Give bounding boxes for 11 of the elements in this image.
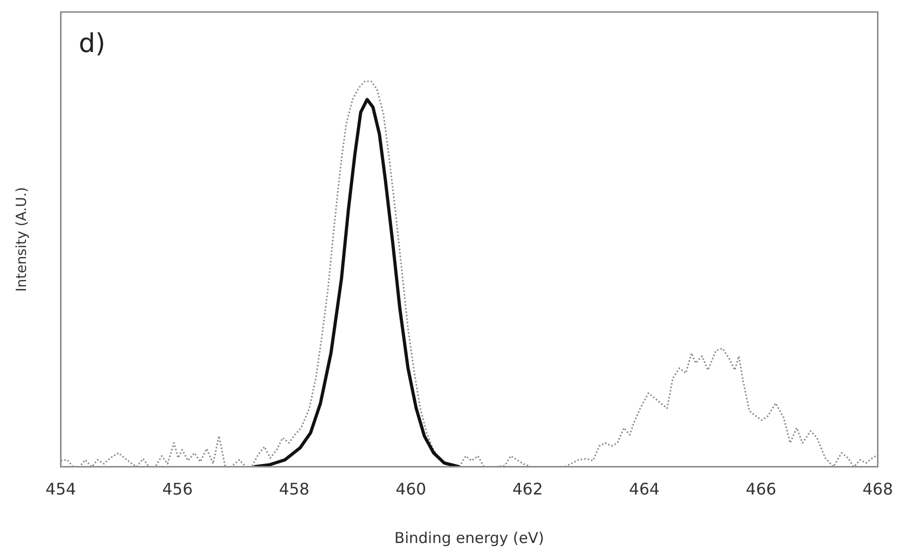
- x-tick-label: 454: [46, 480, 76, 499]
- text: d): [78, 28, 106, 59]
- x-axis-title: Binding energy (eV): [394, 528, 544, 547]
- y-axis-title: Intensity (A.U.): [14, 187, 30, 292]
- x-tick-label: 460: [396, 480, 426, 499]
- x-tick-label: 466: [746, 480, 776, 499]
- x-tick-label: 456: [162, 480, 193, 499]
- x-tick-label: 458: [278, 480, 310, 499]
- x-tick-label: 468: [862, 480, 894, 499]
- x-tick-label: 464: [629, 480, 660, 499]
- x-tick-label: 462: [512, 480, 543, 499]
